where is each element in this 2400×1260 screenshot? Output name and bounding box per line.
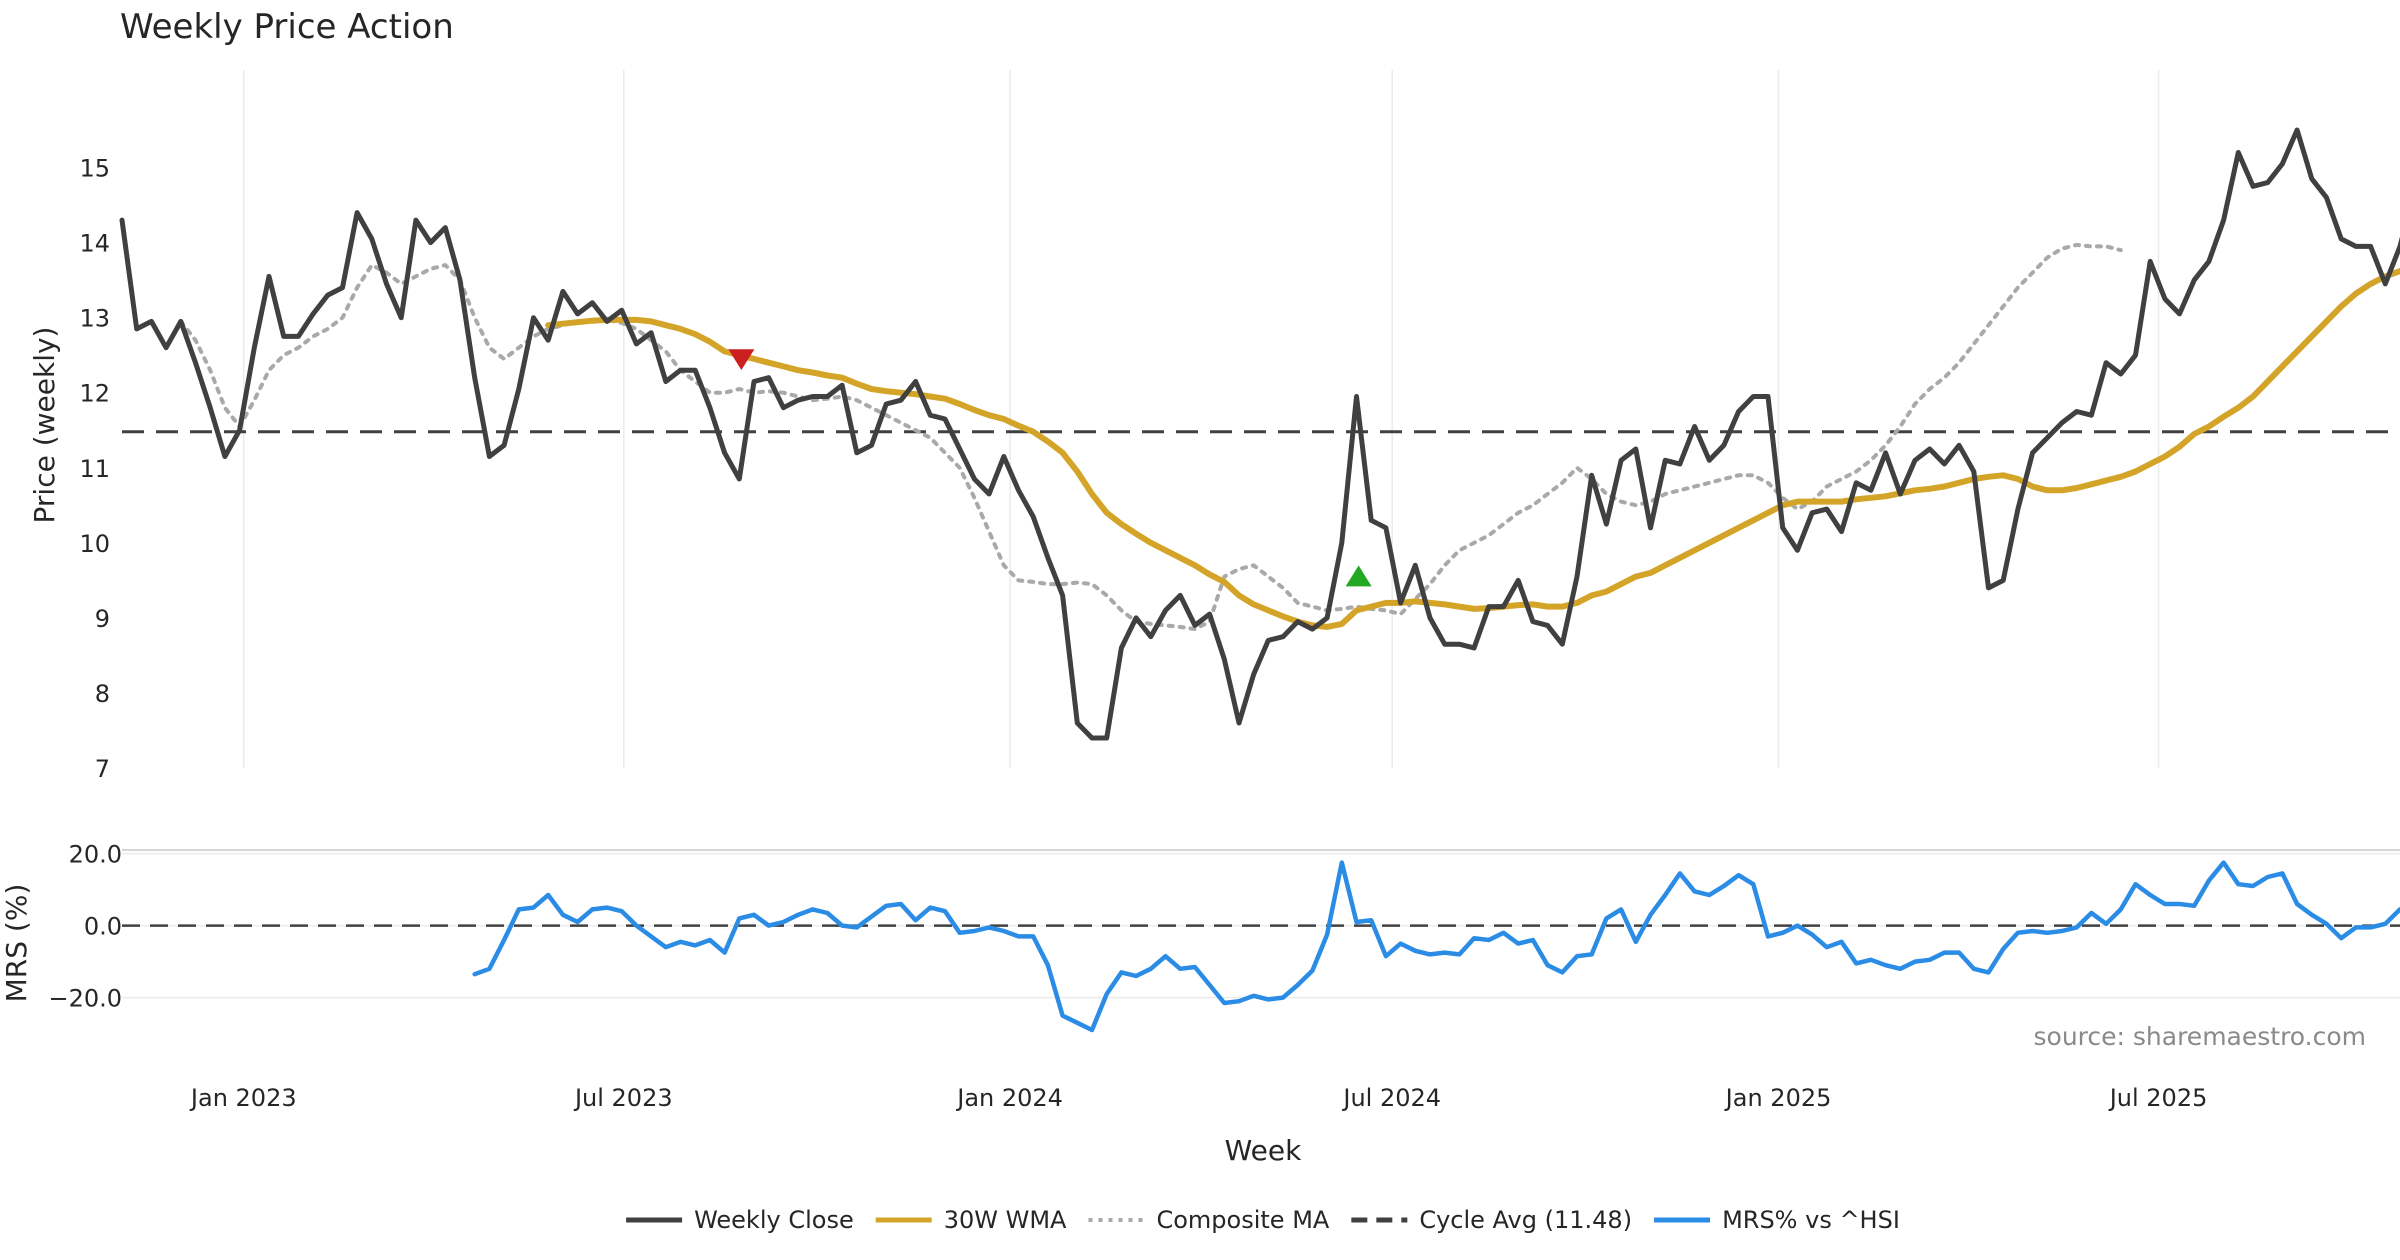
mrs-y-ticks: 20.0 0.0 −20.0 [48,841,122,1013]
price-y-tick-label: 9 [95,605,110,633]
legend-label: Weekly Close [694,1206,854,1234]
mrs-y-tick-label: 20.0 [69,841,122,869]
x-tick-label: Jul 2023 [573,1084,673,1112]
x-tick-label: Jan 2023 [189,1084,297,1112]
series-line-weekly-close [119,127,2400,741]
price-y-tick-label: 12 [79,380,110,408]
price-y-tick-label: 14 [79,230,110,258]
legend-label: 30W WMA [944,1206,1067,1234]
legend-item-30w-wma: 30W WMA [875,1206,1067,1234]
price-y-tick-label: 11 [79,455,110,483]
x-tick-label: Jan 2024 [955,1084,1063,1112]
series-line-composite-ma [178,242,2123,632]
sell-signal-marker [728,349,755,370]
price-y-tick-label: 8 [95,680,110,708]
legend-item-composite-ma: Composite MA [1088,1206,1330,1234]
x-tick-label: Jul 2024 [1341,1084,1441,1112]
legend-item-weekly-close: Weekly Close [626,1206,854,1234]
price-y-tick-label: 10 [79,530,110,558]
price-grid [243,70,2160,768]
price-y-tick-label: 7 [95,755,110,783]
price-y-ticks: 7 8 9 10 11 12 13 14 15 [79,155,110,783]
legend-item-cycle-avg-11-48: Cycle Avg (11.48) [1351,1206,1632,1234]
x-ticks: Jan 2023 Jul 2023 Jan 2024 Jul 2024 Jan 2025… [189,1084,2207,1112]
mrs-y-axis-label: MRS (%) [0,884,33,1003]
mrs-y-tick-label: 0.0 [84,913,122,941]
legend: Weekly Close 30W WMA Composite MA Cycle Avg… [626,1206,1900,1234]
source-note: source: sharemaestro.com [2034,1022,2367,1051]
price-y-tick-label: 13 [79,305,110,333]
legend-label: Composite MA [1156,1206,1329,1234]
legend-item-mrs-vs-hsi: MRS% vs ^HSI [1654,1206,1900,1234]
chart-title: Weekly Price Action [120,7,454,47]
x-tick-label: Jan 2025 [1724,1084,1832,1112]
legend-label: Cycle Avg (11.48) [1419,1206,1632,1234]
price-y-axis-label: Price (weekly) [28,327,61,524]
series-layer [119,127,2400,1033]
legend-label: MRS% vs ^HSI [1722,1206,1900,1234]
x-axis-label: Week [1225,1134,1302,1167]
signal-markers [728,349,1372,587]
price-y-tick-label: 15 [79,155,110,183]
series-line-mrs-vs-hsi [472,860,2400,1033]
mrs-y-tick-label: −20.0 [48,985,122,1013]
buy-signal-marker [1345,565,1372,587]
series-line-30w-wma [545,267,2400,630]
x-tick-label: Jul 2025 [2108,1084,2208,1112]
